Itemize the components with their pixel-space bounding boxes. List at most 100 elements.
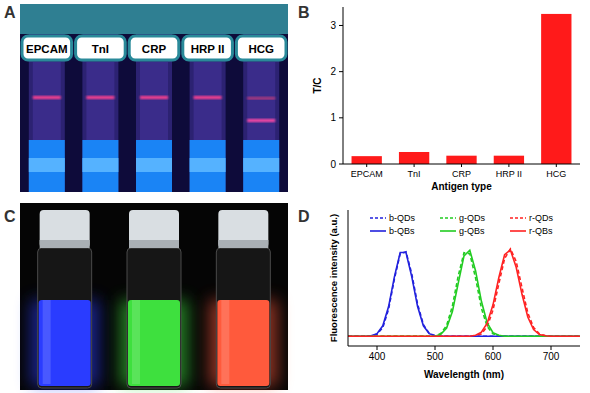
- vial-highlight: [132, 300, 140, 384]
- legend-swatch: [370, 217, 386, 219]
- vial-highlight: [43, 300, 51, 384]
- x-tick: [556, 164, 557, 167]
- legend-swatch: [370, 230, 386, 232]
- strip-window: [140, 62, 168, 140]
- spectrum-line: [348, 252, 580, 337]
- panel-label: A: [4, 4, 16, 21]
- x-tick-label: HCG: [546, 169, 566, 179]
- y-tick-label: 1: [330, 112, 336, 123]
- sample-pad: [29, 140, 65, 192]
- x-tick-label: TnI: [408, 169, 421, 179]
- y-axis-label: Fluorescence intensity (a.u.): [328, 214, 339, 342]
- y-axis: [343, 7, 344, 164]
- test-strip: TnI: [76, 34, 126, 192]
- sample-pad-glow: [243, 158, 279, 172]
- strip-label-box: [183, 36, 233, 60]
- panel-label: B: [298, 4, 310, 21]
- sample-pad-glow: [29, 158, 65, 172]
- strip-window: [247, 62, 275, 140]
- photo-background: [20, 4, 288, 192]
- spectrum-line: [348, 249, 580, 336]
- vial-cap-rim: [40, 240, 90, 248]
- strip-label-box: [22, 36, 72, 60]
- photo-top: [20, 4, 288, 34]
- control-line: [33, 96, 61, 99]
- vial-glass: [38, 248, 92, 388]
- legend-label: r-QDs: [529, 213, 553, 223]
- strip-label: HCG: [248, 43, 274, 55]
- sample-pad-glow: [190, 158, 226, 172]
- x-axis: [348, 346, 580, 347]
- vial-cap-rim: [218, 240, 268, 248]
- figure: ABCDEPCAMTnICRPHRP IIHCG0123EPCAMTnICRPH…: [0, 0, 590, 393]
- x-axis-label: Antigen type: [431, 181, 492, 192]
- x-tick: [461, 164, 462, 167]
- bar: [541, 14, 571, 164]
- vial-glass: [216, 248, 270, 388]
- vial-cap-rim: [129, 240, 179, 248]
- x-tick: [414, 164, 415, 167]
- legend-label: g-QDs: [459, 213, 486, 223]
- x-tick-label: HRP II: [496, 169, 522, 179]
- legend-label: r-QBs: [529, 226, 553, 236]
- strip-window: [194, 62, 222, 140]
- y-tick-label: 0: [330, 159, 336, 170]
- x-axis-label: Wavelength (nm): [424, 369, 504, 380]
- vial-cap: [218, 210, 268, 248]
- x-tick-label: CRP: [452, 169, 471, 179]
- strip-label-box: [129, 36, 179, 60]
- legend-swatch: [510, 230, 526, 232]
- sample-pad: [136, 140, 172, 192]
- lines: [348, 249, 580, 336]
- control-line: [86, 96, 114, 99]
- x-tick-label: 700: [543, 351, 560, 362]
- legend-label: g-QBs: [459, 226, 485, 236]
- vial-highlight: [221, 300, 229, 384]
- legend-swatch: [510, 217, 526, 219]
- spectrum-line: [348, 250, 580, 336]
- legend-label: b-QDs: [389, 213, 416, 223]
- x-tick-label: 600: [485, 351, 502, 362]
- x-tick: [377, 346, 378, 350]
- strip-label: TnI: [92, 43, 109, 55]
- vial-glass: [127, 248, 181, 388]
- legend: b-QDs g-QDs r-QDs b-QBs g-QBs r-QBs: [370, 213, 553, 236]
- vial-photo: [20, 203, 288, 390]
- strip-photo: EPCAM TnI CRP HRP II HCG: [20, 4, 288, 192]
- y-tick: [339, 71, 343, 72]
- control-line: [140, 96, 168, 99]
- legend-swatch: [440, 230, 456, 232]
- strip-label-box: [236, 36, 286, 60]
- x-tick: [366, 164, 367, 167]
- control-line: [247, 97, 275, 100]
- test-strip: EPCAM: [22, 34, 72, 192]
- strip-label-box: [76, 36, 126, 60]
- strip-label: EPCAM: [26, 43, 68, 55]
- y-axis-label: T/C: [312, 77, 323, 93]
- y-tick: [339, 164, 343, 165]
- x-tick-label: 400: [369, 351, 386, 362]
- bar: [352, 156, 382, 164]
- test-strip: HRP II: [183, 34, 233, 192]
- panel-label: C: [4, 208, 16, 225]
- test-strip: CRP: [129, 34, 179, 192]
- x-tick: [435, 346, 436, 350]
- sample-pad-glow: [82, 158, 118, 172]
- legend-swatch: [440, 217, 456, 219]
- legend-label: b-QBs: [389, 226, 415, 236]
- strip-label: CRP: [142, 43, 167, 55]
- y-tick-label: 2: [330, 66, 336, 77]
- control-line: [194, 96, 222, 99]
- bar: [494, 156, 524, 164]
- sample-pad-glow: [136, 158, 172, 172]
- spectrum-line: [348, 253, 580, 337]
- bar: [446, 156, 476, 164]
- y-tick: [339, 117, 343, 118]
- bars: [352, 14, 572, 164]
- vial: [31, 210, 99, 388]
- y-axis: [348, 210, 349, 346]
- strip-window: [33, 62, 61, 140]
- vial-liquid: [39, 300, 91, 386]
- vial-glow: [120, 300, 188, 386]
- sample-pad: [82, 140, 118, 192]
